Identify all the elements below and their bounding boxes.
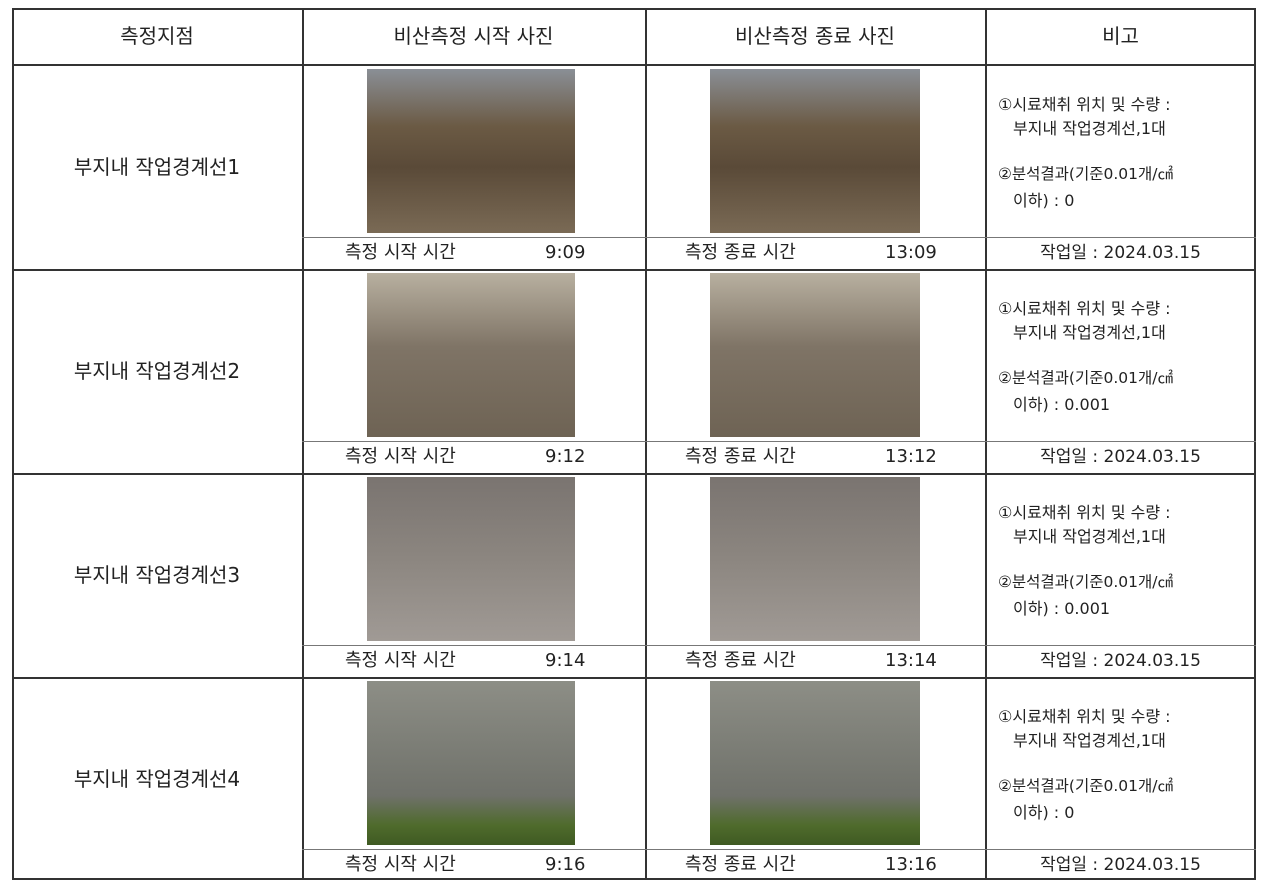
photo [710,477,920,641]
table-frame [12,8,1256,880]
start-time: 9:12 [545,446,586,467]
note: 부지내 작업경계선,1대 [1013,323,1166,342]
note: 이하) : 0 [1013,191,1075,210]
photo [710,681,920,845]
date: 작업일 : 2024.03.15 [1040,651,1201,671]
time-divider [302,645,1256,646]
date: 작업일 : 2024.03.15 [1040,447,1201,467]
header-cell: 측정지점 [120,24,194,48]
note: ②분석결과(기준0.01개/㎠ [998,777,1173,795]
note: 부지내 작업경계선,1대 [1013,119,1166,138]
column-line [645,8,647,880]
photo [367,69,575,233]
note: ①시료채취 위치 및 수량 : [998,95,1171,114]
note: ①시료채취 위치 및 수량 : [998,503,1171,522]
end-time: 13:09 [885,242,937,263]
start-time: 9:14 [545,650,586,671]
start-label: 측정 시작 시간 [345,854,456,875]
photo [710,69,920,233]
note: 부지내 작업경계선,1대 [1013,527,1166,546]
row-divider [12,473,1256,475]
end-label: 측정 종료 시간 [685,854,796,875]
note: ①시료채취 위치 및 수량 : [998,299,1171,318]
end-time: 13:16 [885,854,937,875]
end-time: 13:14 [885,650,937,671]
note: ②분석결과(기준0.01개/㎠ [998,165,1173,183]
note: 부지내 작업경계선,1대 [1013,731,1166,750]
photo [367,477,575,641]
start-label: 측정 시작 시간 [345,242,456,263]
start-time: 9:16 [545,854,586,875]
photo [367,681,575,845]
header-cell: 비산측정 종료 사진 [735,24,895,48]
end-label: 측정 종료 시간 [685,650,796,671]
time-divider [302,441,1256,442]
header-cell: 비산측정 시작 사진 [393,24,554,48]
date: 작업일 : 2024.03.15 [1040,855,1201,875]
column-line [985,8,987,880]
end-time: 13:12 [885,446,937,467]
start-label: 측정 시작 시간 [345,446,456,467]
photo [367,273,575,437]
column-line [302,8,304,880]
start-time: 9:09 [545,242,586,263]
row-divider [12,269,1256,271]
location: 부지내 작업경계선1 [73,155,241,179]
note: ②분석결과(기준0.01개/㎠ [998,573,1173,591]
end-label: 측정 종료 시간 [685,242,796,263]
note: 이하) : 0.001 [1013,599,1111,618]
location: 부지내 작업경계선2 [73,359,241,383]
row-divider [12,677,1256,679]
start-label: 측정 시작 시간 [345,650,456,671]
header-cell: 비고 [1102,24,1139,48]
note: ①시료채취 위치 및 수량 : [998,707,1171,726]
end-label: 측정 종료 시간 [685,446,796,467]
note: 이하) : 0.001 [1013,395,1111,414]
note: ②분석결과(기준0.01개/㎠ [998,369,1173,387]
location: 부지내 작업경계선4 [73,767,241,791]
location: 부지내 작업경계선3 [73,563,241,587]
time-divider [302,849,1256,850]
date: 작업일 : 2024.03.15 [1040,243,1201,263]
note: 이하) : 0 [1013,803,1075,822]
header-divider [12,64,1256,66]
time-divider [302,237,1256,238]
photo [710,273,920,437]
